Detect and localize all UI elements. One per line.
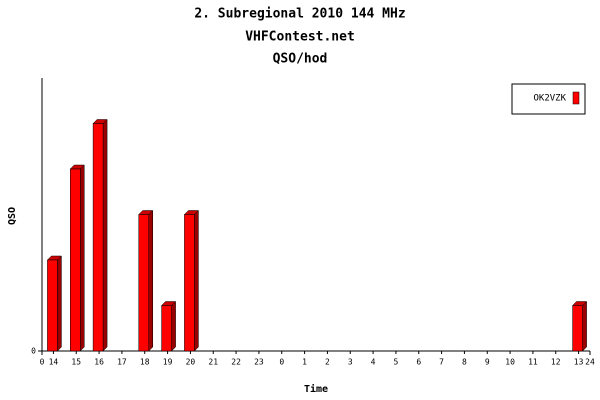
x-tick-label: 12 [551, 358, 561, 367]
x-tick-label: 21 [208, 358, 218, 367]
x-tick-label: 0 [40, 358, 45, 367]
chart-subtitle: VHFContest.net [245, 30, 355, 45]
x-tick-label: 19 [163, 358, 173, 367]
bar-side [582, 300, 587, 352]
bar [47, 259, 58, 352]
x-tick-label: 22 [231, 358, 241, 367]
x-tick-label: 1 [302, 358, 307, 367]
x-tick-label: 6 [416, 358, 421, 367]
bar-side [57, 255, 62, 352]
x-tick-label: 8 [462, 358, 467, 367]
legend-label: OK2VZK [533, 94, 566, 104]
bar [572, 305, 583, 352]
bar-side [148, 209, 153, 352]
chart-title: 2. Subregional 2010 144 MHz [194, 7, 405, 22]
x-tick-label: 3 [348, 358, 353, 367]
x-tick-label: 14 [49, 358, 59, 367]
bar [92, 123, 104, 352]
x-tick-label: 18 [140, 358, 150, 367]
x-tick-label: 16 [94, 358, 104, 367]
x-tick-label: 11 [528, 358, 538, 367]
legend-swatch [572, 91, 580, 105]
x-tick-label: 23 [254, 358, 264, 367]
y-axis-label: QSO [7, 207, 18, 225]
x-tick-label: 20 [186, 358, 196, 367]
x-tick-label: 5 [394, 358, 399, 367]
x-tick-label: 15 [71, 358, 81, 367]
x-tick-label: 17 [117, 358, 127, 367]
bar-side [194, 209, 199, 352]
x-tick-label: 13 [574, 358, 584, 367]
x-axis-label: Time [304, 383, 328, 395]
bar [161, 305, 172, 352]
bar-side [102, 118, 108, 352]
x-tick-label: 2 [325, 358, 330, 367]
x-tick-label: 24 [585, 358, 595, 367]
y-tick-label: 0 [31, 347, 36, 356]
bar-side [171, 300, 176, 352]
bar [70, 168, 81, 352]
chart-subtitle: QSO/hod [273, 52, 328, 67]
x-tick-label: 0 [279, 358, 284, 367]
bar-side [80, 164, 85, 352]
x-tick-label: 4 [371, 358, 376, 367]
x-tick-label: 10 [505, 358, 515, 367]
x-tick-label: 7 [439, 358, 444, 367]
bar [138, 214, 149, 352]
bar [184, 214, 195, 352]
x-tick-label: 9 [485, 358, 490, 367]
